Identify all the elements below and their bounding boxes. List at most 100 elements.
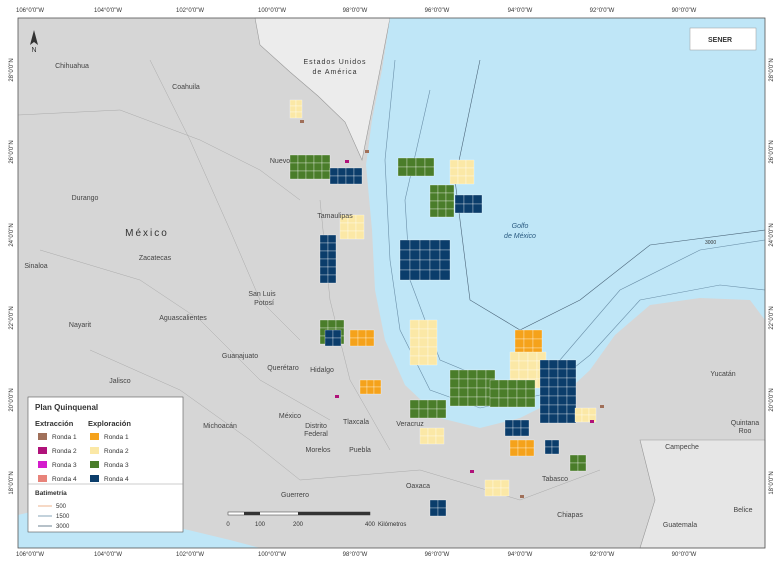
block: [548, 404, 559, 415]
block: [415, 166, 426, 177]
block: [418, 408, 429, 419]
block: [517, 439, 527, 449]
block: [357, 337, 367, 347]
block: [399, 269, 411, 281]
block: [509, 360, 520, 371]
block: [373, 379, 382, 388]
block: [518, 369, 529, 380]
place-label: Tabasco: [542, 476, 568, 483]
block: [500, 479, 510, 489]
block: [418, 399, 429, 410]
place-label: Campeche: [665, 444, 699, 451]
place-label: Puebla: [349, 447, 371, 454]
place-label: Hidalgo: [310, 367, 334, 374]
place-label: Morelos: [306, 447, 331, 454]
block: [355, 230, 365, 240]
block: [525, 447, 535, 457]
legend: Plan Quinquenal Extracción Exploración B…: [27, 396, 184, 533]
place-label: Querétaro: [267, 365, 299, 372]
lon-label: 102°0'0"W: [176, 8, 204, 14]
block: [557, 368, 568, 379]
block: [437, 192, 447, 202]
block: [577, 454, 587, 464]
block: [557, 395, 568, 406]
field: [590, 420, 594, 423]
block: [355, 222, 365, 232]
block: [449, 167, 459, 177]
block: [427, 435, 437, 445]
block: [566, 359, 577, 370]
lat-label: 22°0'0"N: [769, 306, 775, 329]
block: [419, 239, 431, 251]
block: [329, 175, 339, 185]
place-label: Veracruz: [396, 421, 424, 428]
legend-label: 1500: [56, 514, 70, 520]
block: [436, 399, 447, 410]
block: [551, 439, 560, 448]
block: [551, 446, 560, 455]
scale-unit: Kilómetros: [378, 522, 406, 528]
field: [365, 150, 369, 153]
lat-label: 20°0'0"N: [9, 388, 15, 411]
lat-label: 18°0'0"N: [769, 471, 775, 494]
block: [327, 250, 337, 260]
block: [449, 175, 459, 185]
block: [457, 159, 467, 169]
block: [332, 337, 342, 347]
place-label: Yucatán: [710, 371, 735, 378]
block: [449, 369, 460, 380]
block: [463, 203, 474, 214]
legend-swatch: [38, 433, 47, 440]
legend-title: Plan Quinquenal: [35, 403, 98, 412]
block: [516, 397, 527, 408]
block: [437, 507, 447, 517]
block: [319, 234, 329, 244]
block: [574, 414, 583, 423]
block: [399, 259, 411, 271]
block: [335, 319, 345, 329]
block: [566, 404, 577, 415]
block: [409, 328, 420, 339]
block: [504, 427, 514, 437]
block: [319, 274, 329, 284]
place-label: Chihuahua: [55, 63, 89, 70]
logo: SENER: [708, 37, 732, 44]
block: [399, 249, 411, 261]
block: [289, 99, 297, 107]
block: [525, 439, 535, 449]
legend-label: Ronda 3: [104, 462, 129, 469]
scale-label: 400: [365, 522, 376, 528]
block: [509, 439, 519, 449]
block: [427, 427, 437, 437]
block: [449, 378, 460, 389]
block: [566, 368, 577, 379]
block: [327, 234, 337, 244]
block: [313, 170, 323, 180]
block: [418, 346, 429, 357]
block: [313, 154, 323, 164]
block: [365, 337, 375, 347]
block: [409, 399, 420, 410]
block: [476, 369, 487, 380]
block: [472, 203, 483, 214]
block: [324, 329, 334, 339]
block: [327, 274, 337, 284]
field: [600, 405, 604, 408]
lon-label: 94°0'0"W: [508, 552, 533, 558]
guatemala-belize: [639, 439, 766, 549]
legend-label: Ronda 1: [52, 434, 77, 441]
block: [305, 170, 315, 180]
block: [518, 360, 529, 371]
block: [574, 407, 583, 416]
block: [366, 379, 375, 388]
place-label: Tamaulipas: [317, 213, 353, 220]
block: [435, 427, 445, 437]
block: [353, 167, 363, 177]
block: [520, 419, 530, 429]
block: [507, 379, 518, 390]
block: [329, 167, 339, 177]
block: [418, 355, 429, 366]
block: [295, 99, 303, 107]
block: [429, 259, 441, 271]
legend-swatch: [90, 475, 99, 482]
